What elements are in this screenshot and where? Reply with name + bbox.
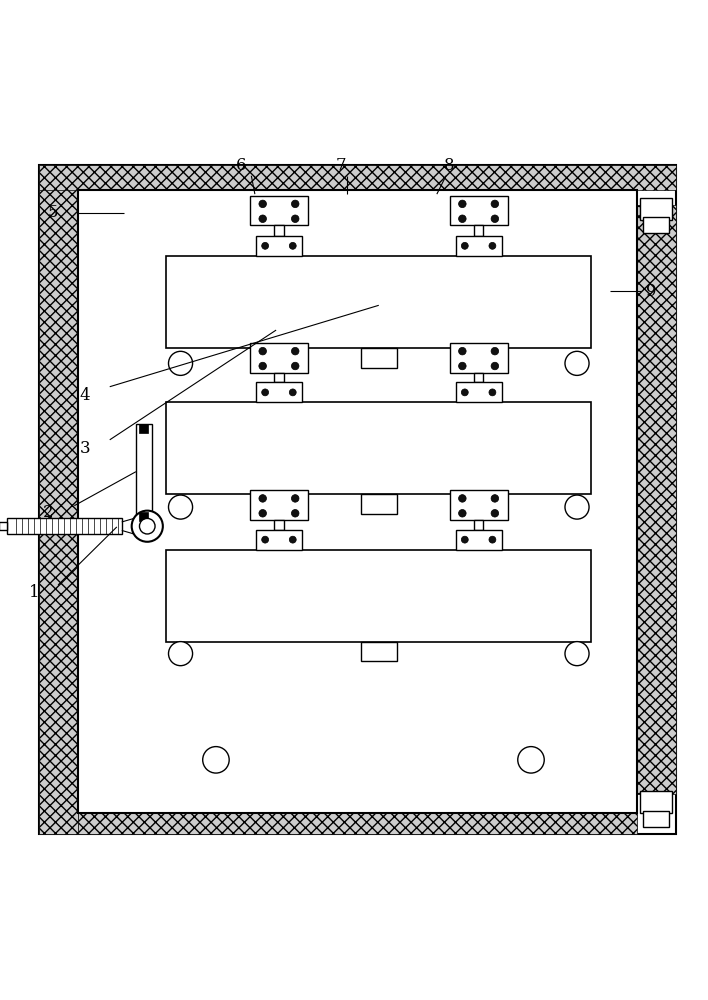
Bar — [640, 198, 672, 220]
Bar — [474, 225, 483, 236]
Bar — [39, 165, 676, 190]
Bar — [474, 520, 483, 530]
Circle shape — [262, 389, 268, 396]
Text: 2: 2 — [42, 504, 54, 521]
Bar — [166, 256, 591, 348]
Bar — [275, 520, 283, 530]
Circle shape — [292, 495, 299, 502]
Bar — [139, 424, 149, 433]
Circle shape — [290, 242, 296, 249]
Text: 6: 6 — [236, 157, 246, 174]
Bar — [360, 494, 396, 514]
Bar — [450, 196, 508, 225]
Text: 9: 9 — [646, 283, 656, 300]
Text: 3: 3 — [79, 440, 91, 457]
Circle shape — [169, 495, 193, 519]
Circle shape — [259, 215, 266, 223]
Circle shape — [259, 510, 266, 517]
Circle shape — [459, 200, 466, 208]
Circle shape — [491, 510, 498, 517]
Bar — [250, 343, 308, 373]
Bar — [256, 530, 302, 550]
Bar — [250, 490, 308, 520]
Circle shape — [565, 495, 589, 519]
Circle shape — [565, 642, 589, 666]
Bar — [643, 217, 669, 233]
Circle shape — [290, 389, 296, 396]
Bar — [456, 530, 501, 550]
Circle shape — [491, 215, 498, 223]
Circle shape — [259, 200, 266, 208]
Bar — [640, 791, 672, 813]
Text: 5: 5 — [48, 204, 58, 221]
Circle shape — [292, 510, 299, 517]
Circle shape — [491, 200, 498, 208]
Circle shape — [259, 495, 266, 502]
Circle shape — [518, 747, 544, 773]
Circle shape — [292, 347, 299, 355]
Circle shape — [290, 536, 296, 543]
Circle shape — [459, 495, 466, 502]
Circle shape — [259, 347, 266, 355]
Bar — [360, 348, 396, 368]
Bar — [450, 343, 508, 373]
Circle shape — [491, 347, 498, 355]
Circle shape — [169, 642, 193, 666]
Bar — [637, 205, 676, 794]
Bar — [78, 811, 637, 834]
Circle shape — [262, 242, 268, 249]
Circle shape — [259, 362, 266, 370]
Circle shape — [202, 747, 229, 773]
Circle shape — [169, 351, 193, 375]
Bar — [39, 165, 78, 834]
Bar — [166, 550, 591, 642]
Circle shape — [565, 351, 589, 375]
Circle shape — [491, 362, 498, 370]
Circle shape — [459, 215, 466, 223]
Bar — [256, 382, 302, 402]
Circle shape — [262, 536, 268, 543]
Circle shape — [462, 242, 468, 249]
Circle shape — [491, 495, 498, 502]
Bar — [0, 522, 7, 530]
Bar — [456, 236, 501, 256]
Bar — [139, 512, 149, 521]
Bar — [136, 424, 152, 521]
Bar — [474, 373, 483, 382]
Bar — [78, 190, 637, 813]
Circle shape — [459, 347, 466, 355]
Bar — [456, 382, 501, 402]
Bar — [275, 373, 283, 382]
Circle shape — [132, 511, 163, 542]
Text: 7: 7 — [336, 157, 347, 174]
Circle shape — [292, 215, 299, 223]
Circle shape — [459, 510, 466, 517]
Circle shape — [489, 536, 496, 543]
Circle shape — [489, 389, 496, 396]
Circle shape — [292, 362, 299, 370]
Bar — [7, 518, 122, 534]
Circle shape — [489, 242, 496, 249]
Bar — [360, 642, 396, 661]
Bar — [275, 225, 283, 236]
Bar — [256, 236, 302, 256]
Circle shape — [139, 518, 155, 534]
Text: 4: 4 — [79, 387, 91, 404]
Text: 1: 1 — [28, 584, 40, 601]
Text: 8: 8 — [444, 157, 455, 174]
Circle shape — [462, 536, 468, 543]
Circle shape — [292, 200, 299, 208]
Circle shape — [462, 389, 468, 396]
Bar — [643, 811, 669, 827]
Bar — [250, 196, 308, 225]
Bar — [450, 490, 508, 520]
Circle shape — [459, 362, 466, 370]
Bar — [166, 402, 591, 494]
